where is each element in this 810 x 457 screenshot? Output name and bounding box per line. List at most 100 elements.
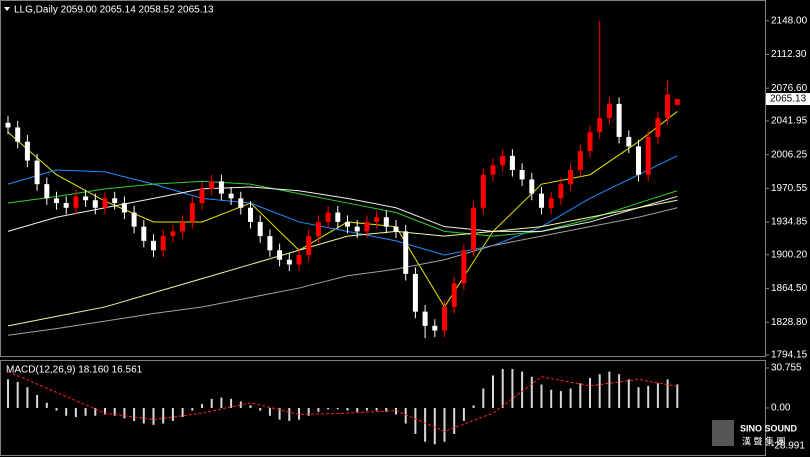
candle-body — [539, 193, 544, 208]
y-tick-label: 0.00 — [771, 403, 791, 414]
candle-body — [5, 122, 11, 128]
candle-body — [218, 181, 224, 194]
candle-body — [151, 240, 156, 251]
last-price: 2065.13 — [770, 94, 807, 105]
candle-body — [442, 306, 447, 331]
candle-body — [180, 221, 186, 232]
logo-mark — [712, 420, 734, 446]
candle-body — [83, 196, 89, 201]
candle-body — [34, 160, 40, 185]
candle-body — [636, 146, 641, 175]
candle-body — [296, 255, 302, 265]
candle-body — [529, 179, 535, 194]
y-tick-label: 2076.60 — [771, 83, 808, 94]
candle-body — [209, 181, 215, 189]
candle-body — [461, 250, 467, 284]
candle-body — [44, 184, 50, 199]
candle-body — [141, 226, 147, 241]
candle-body — [315, 221, 321, 237]
candle-body — [374, 217, 380, 222]
candle-body — [335, 212, 341, 222]
y-tick-label: 1970.55 — [771, 183, 808, 194]
candle-body — [626, 136, 632, 147]
candle-body — [199, 188, 205, 204]
y-tick-label: 2112.30 — [771, 49, 807, 60]
candle-body — [393, 226, 399, 232]
moving-average — [7, 207, 678, 336]
candle-body — [131, 212, 137, 227]
candle-body — [257, 221, 263, 237]
moving-average — [7, 180, 678, 237]
menu-arrow — [4, 7, 10, 11]
candle-body — [403, 231, 409, 274]
candle-body — [519, 170, 525, 180]
candle-body — [121, 203, 127, 213]
y-tick-label: 1828.80 — [771, 317, 808, 328]
candle-body — [471, 207, 477, 251]
candle-body — [577, 151, 583, 170]
candle-body — [674, 99, 680, 105]
chart-title: LLG,Daily 2059.00 2065.14 2058.52 2065.1… — [14, 5, 214, 16]
candle-body — [500, 155, 506, 166]
candle-body — [238, 198, 244, 208]
candle-body — [170, 231, 176, 237]
candle-body — [587, 132, 593, 152]
candle-body — [548, 198, 554, 208]
brand-chinese: 漢 聲 集 團 — [742, 435, 786, 446]
candle-body — [345, 221, 350, 227]
candle-body — [432, 325, 438, 331]
last-price-box — [766, 93, 810, 106]
candle-body — [665, 94, 671, 119]
candle-body — [286, 259, 292, 265]
moving-average — [7, 155, 678, 256]
candle-body — [24, 141, 30, 161]
candle-body — [160, 236, 166, 251]
brand: SINO SOUND — [740, 423, 798, 433]
y-tick-label: 2006.25 — [771, 149, 808, 160]
y-tick-label: 2041.95 — [771, 116, 808, 127]
candle-body — [597, 118, 603, 133]
y-tick-label: 1794.15 — [771, 350, 808, 361]
candle-body — [63, 203, 69, 208]
candle-body — [480, 174, 486, 208]
candle-body — [325, 212, 331, 222]
candle-body — [15, 127, 21, 142]
candle-body — [422, 311, 428, 326]
candle-body — [248, 207, 253, 222]
moving-average — [7, 111, 678, 308]
y-tick-label: 2148.00 — [771, 15, 808, 26]
candle-body — [277, 250, 283, 260]
candle-body — [568, 170, 574, 185]
y-tick-label: 1864.50 — [771, 283, 808, 294]
y-tick-label: 1934.85 — [771, 217, 808, 228]
moving-average — [7, 199, 678, 327]
candle-body — [102, 198, 108, 208]
signal-line — [7, 371, 678, 432]
candle-body — [267, 236, 273, 251]
candle-body — [228, 193, 234, 199]
candle-body — [490, 165, 496, 175]
candle-body — [509, 155, 515, 170]
candle-body — [54, 198, 59, 204]
candle-body — [655, 118, 661, 137]
candle-body — [189, 203, 195, 222]
candle-body — [606, 103, 612, 119]
y-tick-label: 30.755 — [771, 363, 802, 374]
candle-body — [616, 103, 622, 137]
candle-body — [306, 236, 312, 255]
candle-body — [451, 283, 457, 307]
candle-body — [412, 273, 418, 312]
candle-body — [364, 221, 370, 232]
y-tick-label: 1900.20 — [771, 249, 808, 260]
candle-body — [645, 136, 651, 175]
candle-body — [383, 217, 389, 227]
candle-body — [73, 196, 79, 208]
price-panel — [0, 0, 766, 357]
candle-body — [354, 226, 360, 232]
macd-title: MACD(12,26,9) 18.160 16.561 — [6, 365, 143, 376]
y-tick-label: -28.991 — [771, 440, 805, 451]
candle-body — [558, 184, 564, 199]
moving-average — [7, 186, 678, 232]
